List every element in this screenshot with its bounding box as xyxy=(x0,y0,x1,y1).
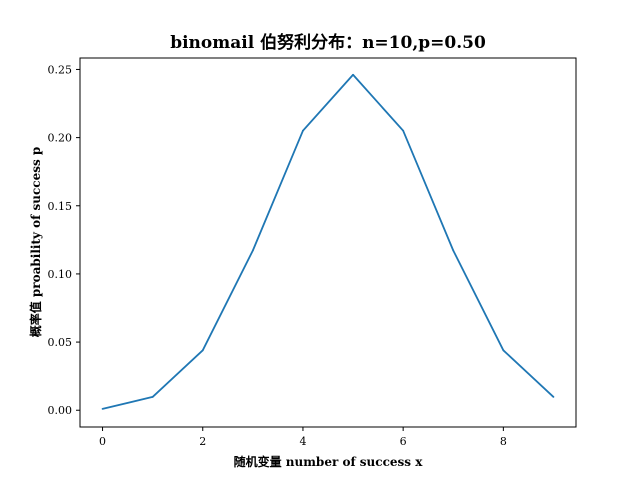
x-axis: 0 2 4 6 8 xyxy=(99,427,507,448)
data-point xyxy=(402,129,405,132)
x-axis-label: 随机变量 number of success x xyxy=(234,454,424,469)
x-tick-label: 8 xyxy=(500,435,507,448)
data-point xyxy=(101,407,104,410)
data-point xyxy=(201,349,204,352)
y-tick-label: 0.10 xyxy=(48,268,73,281)
data-point xyxy=(452,249,455,252)
data-point xyxy=(552,396,555,398)
y-tick-label: 0.25 xyxy=(48,63,73,76)
data-point xyxy=(352,73,354,76)
data-point xyxy=(502,349,505,352)
data-point xyxy=(251,249,254,252)
y-tick-label: 0.15 xyxy=(48,200,73,213)
y-tick-label: 0.20 xyxy=(48,132,73,145)
series-line xyxy=(102,73,555,410)
series-layer xyxy=(101,73,555,410)
y-tick-label: 0.05 xyxy=(48,336,73,349)
x-tick-label: 6 xyxy=(400,435,407,448)
x-tick-label: 2 xyxy=(199,435,206,448)
x-tick-label: 0 xyxy=(99,435,106,448)
chart-title: binomail 伯努利分布：n=10,p=0.50 xyxy=(170,32,486,53)
y-axis-label: 概率值 proability of success p xyxy=(28,147,43,338)
data-point xyxy=(302,129,304,132)
y-tick-label: 0.00 xyxy=(48,404,73,417)
plot-frame xyxy=(79,57,577,428)
x-tick-label: 4 xyxy=(299,435,306,448)
data-point xyxy=(151,396,154,398)
y-axis: 0.00 0.05 0.10 0.15 0.20 0.25 xyxy=(48,63,80,417)
